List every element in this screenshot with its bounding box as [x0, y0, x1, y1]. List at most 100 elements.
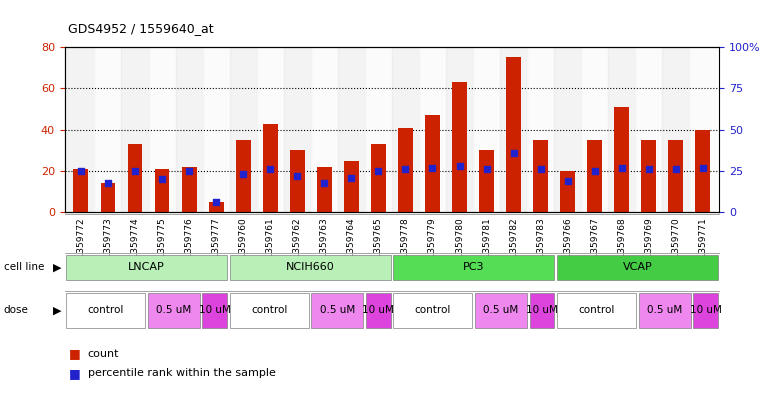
Text: 0.5 uM: 0.5 uM [483, 305, 518, 316]
Text: control: control [88, 305, 124, 316]
Text: 0.5 uM: 0.5 uM [320, 305, 355, 316]
Text: NCIH660: NCIH660 [285, 262, 335, 272]
Text: dose: dose [4, 305, 29, 316]
FancyBboxPatch shape [638, 293, 690, 328]
Point [210, 199, 222, 206]
FancyBboxPatch shape [530, 293, 554, 328]
Bar [148, 47, 176, 212]
FancyBboxPatch shape [230, 255, 390, 280]
Point [156, 176, 168, 182]
Bar [506, 57, 521, 212]
Bar [533, 140, 548, 212]
Point [643, 166, 655, 173]
Point [589, 168, 601, 174]
Bar [122, 47, 148, 212]
Text: control: control [578, 305, 615, 316]
Point [562, 178, 574, 184]
Point [264, 166, 276, 173]
Bar [202, 47, 230, 212]
Bar [182, 167, 196, 212]
FancyBboxPatch shape [557, 293, 636, 328]
Point [75, 168, 87, 174]
Text: VCAP: VCAP [622, 262, 652, 272]
Point [697, 165, 709, 171]
Bar [94, 47, 122, 212]
Bar [560, 171, 575, 212]
Bar [154, 169, 170, 212]
Text: 0.5 uM: 0.5 uM [647, 305, 682, 316]
Bar [365, 47, 392, 212]
Bar [668, 140, 683, 212]
FancyBboxPatch shape [366, 293, 390, 328]
Bar [128, 144, 142, 212]
Point [102, 179, 114, 185]
Bar [527, 47, 554, 212]
Text: 10 uM: 10 uM [526, 305, 558, 316]
Text: 0.5 uM: 0.5 uM [156, 305, 191, 316]
Point [129, 168, 141, 174]
Point [426, 165, 438, 171]
Text: count: count [88, 349, 119, 359]
FancyBboxPatch shape [66, 255, 227, 280]
Text: ■: ■ [68, 367, 80, 380]
Point [372, 168, 384, 174]
Bar [284, 47, 310, 212]
Bar [689, 47, 716, 212]
Point [508, 150, 520, 156]
Text: 10 uM: 10 uM [199, 305, 231, 316]
Bar [256, 47, 284, 212]
Point [291, 173, 304, 179]
Bar [176, 47, 202, 212]
Bar [290, 150, 304, 212]
Bar [500, 47, 527, 212]
Bar [100, 183, 116, 212]
Text: control: control [251, 305, 288, 316]
Bar [310, 47, 338, 212]
Text: 10 uM: 10 uM [362, 305, 394, 316]
FancyBboxPatch shape [148, 293, 199, 328]
Text: PC3: PC3 [463, 262, 485, 272]
FancyBboxPatch shape [202, 293, 227, 328]
Text: LNCAP: LNCAP [128, 262, 165, 272]
Bar [344, 161, 358, 212]
Text: ■: ■ [68, 347, 80, 360]
Bar [425, 115, 440, 212]
Text: 10 uM: 10 uM [689, 305, 721, 316]
Point [237, 171, 250, 177]
Bar [419, 47, 446, 212]
Bar [230, 47, 256, 212]
Bar [236, 140, 250, 212]
Bar [696, 130, 710, 212]
Bar [74, 169, 88, 212]
Bar [371, 144, 386, 212]
Bar [392, 47, 419, 212]
FancyBboxPatch shape [311, 293, 363, 328]
Bar [209, 202, 224, 212]
Point [345, 174, 358, 181]
Bar [635, 47, 662, 212]
Bar [662, 47, 689, 212]
FancyBboxPatch shape [393, 255, 554, 280]
Text: percentile rank within the sample: percentile rank within the sample [88, 368, 275, 378]
Point [318, 179, 330, 185]
Text: GDS4952 / 1559640_at: GDS4952 / 1559640_at [68, 22, 214, 35]
Bar [317, 167, 332, 212]
Bar [581, 47, 608, 212]
Bar [587, 140, 602, 212]
FancyBboxPatch shape [693, 293, 718, 328]
Point [400, 166, 412, 173]
Point [616, 165, 628, 171]
Point [480, 166, 492, 173]
Bar [452, 82, 467, 212]
Bar [554, 47, 581, 212]
Point [183, 168, 195, 174]
FancyBboxPatch shape [475, 293, 527, 328]
FancyBboxPatch shape [393, 293, 473, 328]
Bar [446, 47, 473, 212]
Point [454, 163, 466, 169]
Text: ▶: ▶ [53, 305, 62, 316]
Point [670, 166, 682, 173]
Bar [68, 47, 94, 212]
FancyBboxPatch shape [557, 255, 718, 280]
Bar [338, 47, 365, 212]
